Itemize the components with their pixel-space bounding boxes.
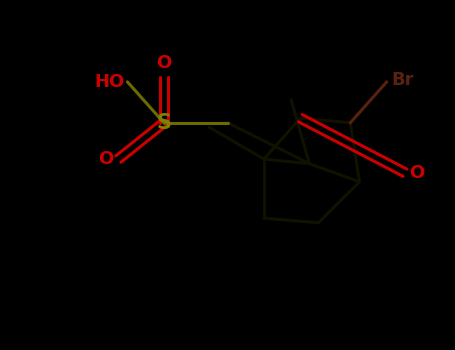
Text: Br: Br bbox=[391, 71, 414, 89]
Text: HO: HO bbox=[95, 73, 125, 91]
Text: O: O bbox=[156, 54, 172, 72]
Text: O: O bbox=[410, 164, 425, 182]
Text: S: S bbox=[157, 113, 171, 133]
Text: O: O bbox=[98, 150, 114, 168]
